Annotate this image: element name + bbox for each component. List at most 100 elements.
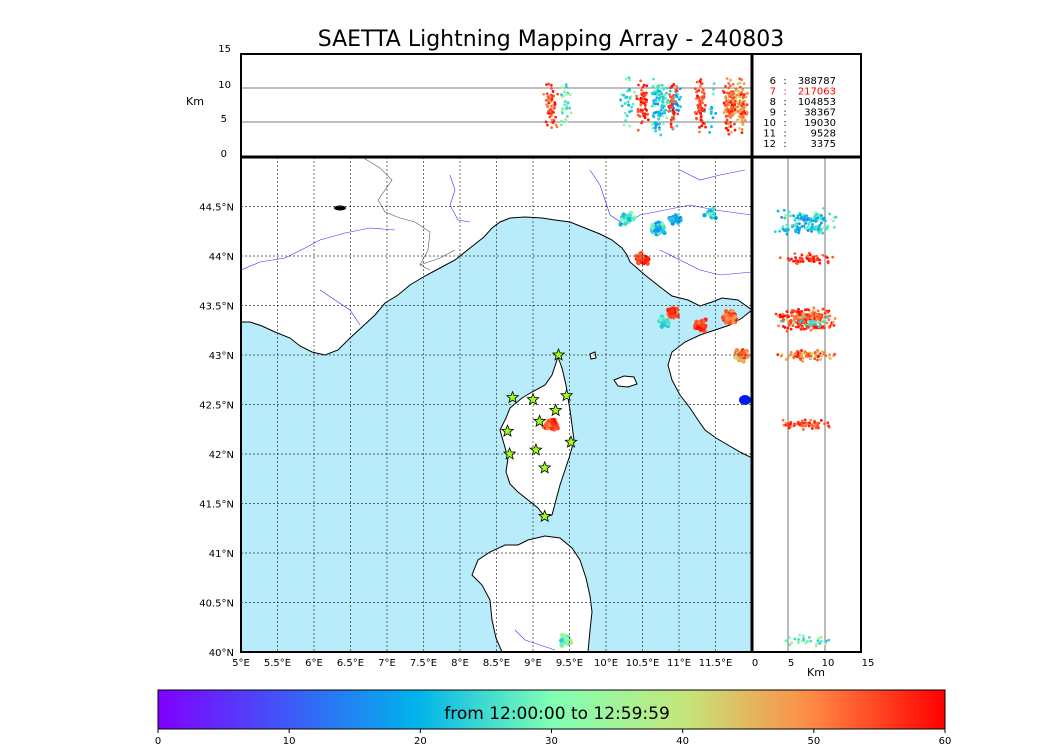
source-point [665, 319, 670, 324]
source-point-side [824, 219, 827, 223]
source-point-side [800, 225, 804, 228]
source-point-alt [702, 92, 706, 95]
source-point-alt [561, 85, 564, 89]
source-point-alt [544, 120, 548, 124]
source-point-alt [645, 84, 649, 88]
station-count-sep: : [783, 118, 786, 129]
source-point-alt [641, 112, 645, 115]
source-point-alt [641, 98, 645, 102]
source-point-alt [738, 77, 742, 81]
source-point-alt [679, 105, 682, 109]
source-point-side [813, 357, 817, 361]
source-point-alt [565, 106, 569, 110]
corsica [499, 355, 575, 518]
source-point-alt [731, 94, 734, 98]
source-point-alt [622, 123, 626, 127]
source-point-alt [628, 110, 631, 114]
source-point-side [779, 354, 783, 358]
lon-tick-label: 9.5°E [556, 658, 583, 669]
source-point-alt [635, 94, 638, 98]
source-point [638, 251, 643, 256]
source-point-side [817, 231, 821, 235]
lat-tick-label: 44.5°N [199, 203, 234, 214]
source-point-alt [736, 105, 739, 109]
source-point-alt [729, 130, 733, 134]
source-point-side [816, 309, 820, 313]
source-point-alt [653, 92, 657, 96]
source-point-side [810, 230, 813, 233]
side-tick-15: 15 [862, 658, 875, 669]
lma-stations [500, 347, 578, 523]
source-point-alt [698, 99, 701, 103]
source-point-side [778, 256, 782, 260]
source-point-side [822, 207, 825, 210]
source-point-alt [626, 103, 630, 107]
source-point-alt [701, 121, 705, 125]
source-point-side [816, 354, 820, 358]
source-point [703, 323, 708, 329]
source-point-alt [652, 104, 656, 108]
source-point-alt [699, 84, 702, 88]
source-point-alt [743, 119, 747, 122]
source-point-alt [724, 114, 728, 118]
source-point-alt [552, 107, 556, 110]
source-point-side [832, 219, 835, 223]
source-point-alt [698, 125, 701, 129]
source-point-alt [727, 86, 730, 90]
source-point-side [820, 354, 824, 357]
side-tick-5: 5 [788, 658, 794, 669]
source-point-alt [731, 90, 735, 93]
source-point-side [807, 424, 811, 428]
source-point-alt [729, 124, 733, 128]
source-point-alt [656, 84, 660, 88]
source-point-alt [699, 118, 703, 122]
source-point-alt [726, 128, 730, 132]
source-point [697, 320, 702, 325]
source-point-alt [640, 120, 644, 123]
station-count-n: 12 [763, 139, 776, 150]
source-point-alt [550, 118, 554, 122]
source-point-side [777, 324, 780, 328]
source-point-alt [724, 108, 727, 111]
source-point-side [803, 424, 807, 428]
source-point-alt [711, 116, 715, 120]
station-count-value: 3375 [811, 139, 836, 150]
source-point-side [813, 351, 817, 354]
lon-tick-label: 10.5°E [626, 658, 660, 669]
source-point-alt [698, 104, 702, 108]
source-point-side [807, 222, 811, 226]
source-point-alt [654, 111, 657, 115]
source-point-side [778, 229, 781, 233]
source-point-alt [740, 127, 744, 131]
source-point-alt [623, 102, 627, 105]
source-point [731, 319, 736, 325]
source-point-side [787, 210, 791, 214]
source-point-alt [727, 122, 731, 126]
source-point-alt [699, 78, 703, 81]
river [659, 249, 752, 276]
source-point [621, 212, 626, 217]
source-point-side [800, 419, 804, 423]
source-point-alt [703, 103, 707, 107]
source-point-alt [738, 108, 742, 112]
sardinia [471, 535, 593, 652]
source-point [673, 215, 679, 220]
side-sources [773, 207, 838, 648]
source-point-side [833, 317, 837, 320]
capraia [589, 351, 597, 360]
source-point [631, 216, 636, 222]
source-point-side [827, 309, 831, 313]
source-point-side [798, 323, 802, 327]
source-point-alt [739, 117, 742, 121]
source-point-side [816, 358, 819, 362]
source-point-side [800, 319, 803, 323]
source-point-side [791, 324, 795, 328]
source-point-side [796, 216, 800, 220]
source-point-alt [641, 85, 645, 89]
source-point-alt [672, 93, 676, 97]
source-point-side [804, 323, 808, 327]
lat-tick-label: 40.5°N [199, 599, 234, 610]
station-count-sep: : [783, 87, 786, 98]
source-point-alt [724, 121, 728, 125]
lat-tick-label: 40°N [209, 648, 234, 659]
